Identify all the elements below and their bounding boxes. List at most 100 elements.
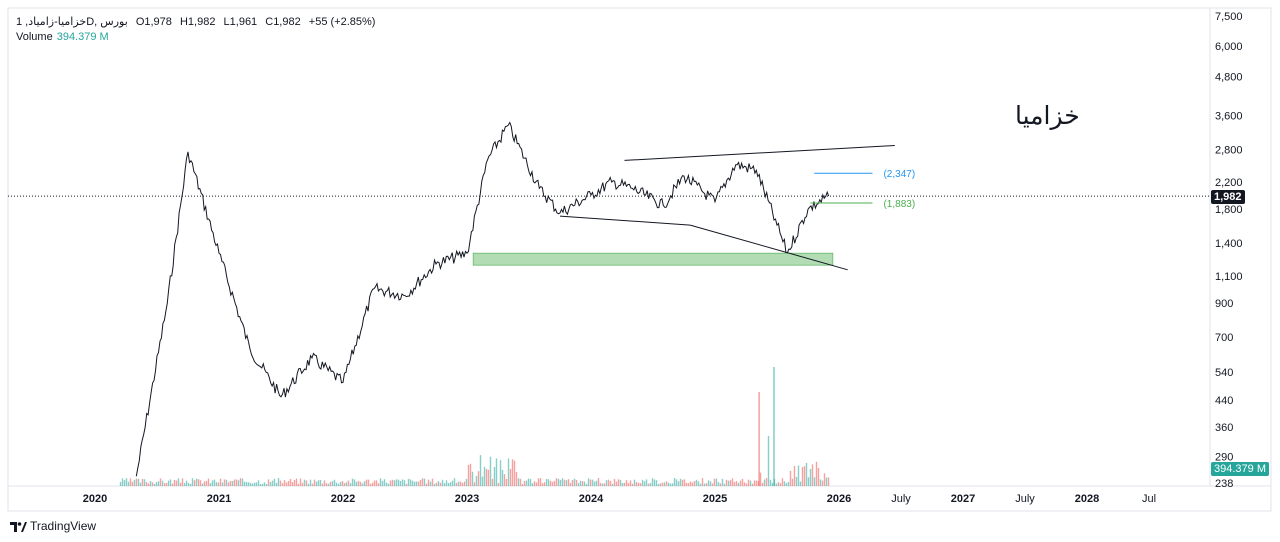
volume-bar [351, 478, 354, 486]
volume-bar [333, 479, 336, 486]
volume-bar [481, 476, 484, 486]
volume-bar [521, 484, 524, 486]
volume-bar [311, 483, 314, 486]
volume-bar [567, 479, 570, 486]
volume-bar [345, 482, 348, 486]
symbol-name[interactable]: خزامیا-زامیاد, 1D, بورس [16, 16, 128, 28]
volume-bar [193, 480, 196, 486]
volume-bar [227, 482, 230, 486]
volume-bar [577, 483, 580, 486]
volume-bar [293, 480, 296, 486]
volume-bar [717, 482, 720, 486]
volume-bar [737, 482, 740, 486]
volume-bar [621, 482, 624, 486]
volume-bar [575, 479, 578, 486]
volume-bar [705, 483, 708, 486]
volume-bar [157, 481, 160, 486]
volume-bar [701, 478, 704, 486]
volume-bar [611, 483, 614, 486]
volume-bar [179, 482, 182, 486]
volume-bar [703, 483, 706, 486]
volume-bar [635, 482, 638, 486]
volume-bar [249, 482, 252, 486]
volume-bar [545, 478, 548, 486]
volume-bar [169, 479, 172, 486]
volume-bar [629, 480, 632, 486]
volume-bar [523, 480, 526, 486]
lower-trendline[interactable] [559, 215, 691, 226]
volume-bar [327, 483, 330, 486]
volume-bar [199, 480, 202, 486]
volume-bar [457, 481, 460, 486]
volume-bar [383, 479, 386, 486]
volume-bar [331, 481, 334, 486]
volume-bar [389, 480, 392, 486]
volume-bar [323, 480, 326, 486]
volume-bar [203, 481, 206, 486]
volume-bar [163, 483, 166, 486]
volume-bar [589, 479, 592, 486]
lower-trendline[interactable] [690, 224, 848, 271]
volume-bar [267, 479, 270, 486]
volume-bar [745, 483, 748, 486]
volume-label[interactable]: Volume [16, 31, 53, 43]
volume-bar [129, 478, 132, 486]
volume-bar [499, 460, 502, 486]
volume-bar [463, 481, 466, 486]
volume-bar [185, 480, 188, 486]
high-value: H1,982 [179, 16, 216, 28]
trend-drawings[interactable]: (2,347) (1,883) [8, 145, 1210, 271]
volume-bar [587, 478, 590, 486]
volume-bar [365, 479, 368, 486]
brand-footer[interactable]: TradingView [10, 519, 96, 533]
volume-bar [753, 480, 756, 486]
volume-bar [571, 480, 574, 486]
volume-bar [303, 479, 306, 486]
volume-bar [729, 480, 732, 486]
volume-bar [145, 482, 148, 486]
volume-bar [343, 483, 346, 486]
time-tick-label: 2027 [951, 493, 975, 505]
volume-bar [767, 436, 770, 486]
time-axis[interactable]: 2020 2021 2022 2023 2024 2025 2026 July 2027 July… [83, 493, 1156, 505]
volume-bar [471, 471, 474, 486]
volume-bar [669, 483, 672, 486]
volume-bar [153, 483, 156, 486]
price-tick-label: 2,200 [1215, 177, 1243, 189]
upper-trendline[interactable] [624, 145, 895, 161]
volume-bar [667, 482, 670, 486]
volume-bar [441, 479, 444, 486]
price-tick-label: 7,500 [1215, 11, 1243, 23]
volume-bar [815, 461, 818, 486]
demand-zone[interactable] [472, 252, 834, 266]
volume-bar [211, 480, 214, 486]
price-axis[interactable]: 7,500 6,000 4,800 3,600 2,800 2,200 1,800 1,400… [1215, 11, 1243, 490]
volume-bar [733, 481, 736, 486]
volume-value: 394.379 M [56, 31, 109, 43]
volume-bar [315, 481, 318, 486]
volume-bar [633, 479, 636, 486]
volume-bar [593, 481, 596, 486]
volume-bar [591, 479, 594, 486]
time-tick-label: 2026 [827, 493, 851, 505]
time-tick-label: 2022 [331, 493, 355, 505]
volume-bar [603, 483, 606, 486]
volume-bar [579, 480, 582, 486]
volume-bar [387, 483, 390, 486]
volume-bar [663, 482, 666, 486]
volume-bar [677, 481, 680, 486]
volume-bar [237, 480, 240, 486]
price-tick-label: 1,100 [1215, 271, 1243, 283]
volume-bar [201, 483, 204, 486]
volume-bar [561, 478, 564, 486]
volume-bar [525, 480, 528, 486]
volume-bar [797, 465, 800, 486]
volume-bar [755, 480, 758, 486]
volume-bar [289, 479, 292, 486]
volume-bar [409, 479, 412, 486]
price-tick-label: 1,800 [1215, 204, 1243, 216]
symbol-annotation: خزامیا [1015, 101, 1080, 130]
price-tick-label: 6,000 [1215, 41, 1243, 53]
last-price-badge: 1,982 [1211, 190, 1245, 204]
